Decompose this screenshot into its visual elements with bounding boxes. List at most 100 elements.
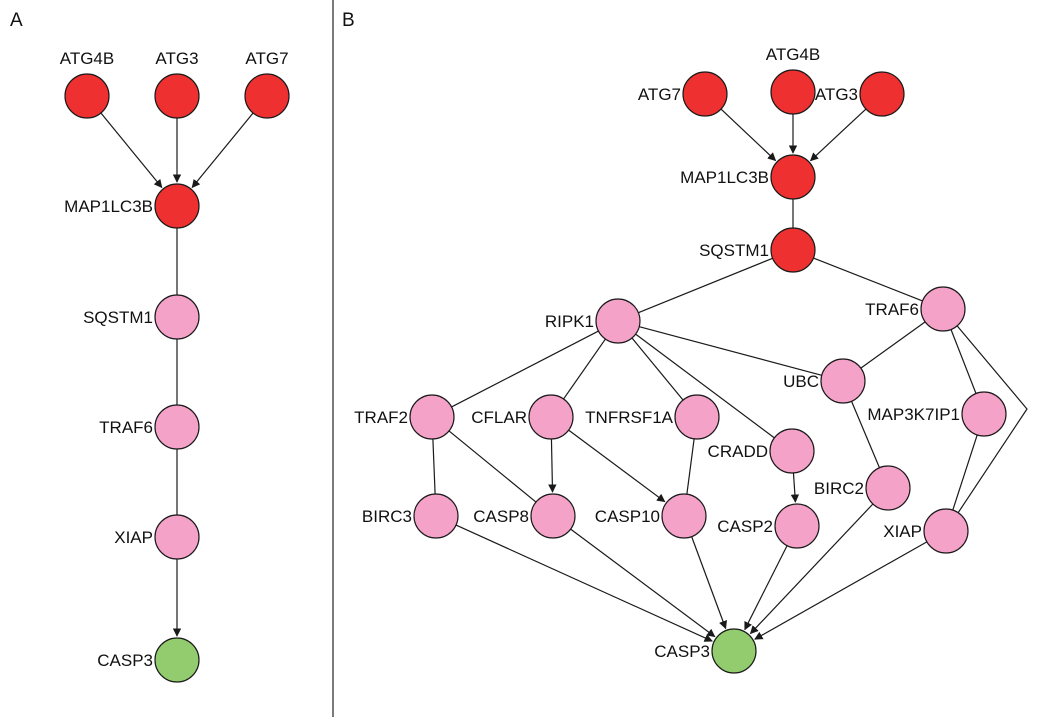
edge-traf2-to-casp8 xyxy=(448,430,537,503)
node-ripk1[interactable]: RIPK1 xyxy=(545,298,641,344)
node-circle[interactable] xyxy=(770,69,816,115)
node-cradd[interactable]: CRADD xyxy=(708,428,815,474)
panel-a-nodes: ATG4B ATG3 ATG7 MAP1LC3B SQSTM1 TRAF6 XIAP CASP… xyxy=(60,49,290,683)
node-circle[interactable] xyxy=(923,508,969,554)
panel-b: B ATG7 ATG4B ATG3 MAP1LC3B SQSTM1 RIPK1 TRAF6 U… xyxy=(342,10,1028,674)
node-birc2[interactable]: BIRC2 xyxy=(814,465,911,511)
edge-ripk1-to-ubc xyxy=(639,326,822,376)
node-circle[interactable] xyxy=(244,73,290,119)
node-circle[interactable] xyxy=(661,493,707,539)
edge-atg7-to-map1lc3b xyxy=(720,108,777,162)
node-circle[interactable] xyxy=(530,493,576,539)
node-casp3[interactable]: CASP3 xyxy=(97,637,200,683)
node-traf6[interactable]: TRAF6 xyxy=(865,286,966,332)
node-label: TNFRSF1A xyxy=(585,408,674,427)
edge-cflar-to-casp8 xyxy=(548,438,557,493)
edge-ripk1-to-tnfrsf1a xyxy=(631,337,684,401)
node-label: CFLAR xyxy=(471,408,527,427)
node-circle[interactable] xyxy=(595,298,641,344)
node-label: MAP1LC3B xyxy=(680,168,769,187)
node-atg3[interactable]: ATG3 xyxy=(815,71,905,117)
node-traf6[interactable]: TRAF6 xyxy=(99,404,200,450)
panel-a-label: A xyxy=(10,10,23,31)
node-circle[interactable] xyxy=(154,514,200,560)
node-atg4b[interactable]: ATG4B xyxy=(766,45,820,115)
node-casp8[interactable]: CASP8 xyxy=(473,493,576,539)
node-circle[interactable] xyxy=(674,394,720,440)
node-circle[interactable] xyxy=(154,294,200,340)
node-casp10[interactable]: CASP10 xyxy=(595,493,707,539)
node-circle[interactable] xyxy=(859,71,905,117)
node-atg3[interactable]: ATG3 xyxy=(154,49,200,119)
edge-ripk1-to-traf2 xyxy=(451,330,599,408)
node-label: ATG3 xyxy=(815,85,858,104)
node-label: XIAP xyxy=(883,522,922,541)
panel-b-label: B xyxy=(342,10,355,31)
node-circle[interactable] xyxy=(769,428,815,474)
node-atg4b[interactable]: ATG4B xyxy=(60,49,114,119)
node-map3k7ip1[interactable]: MAP3K7IP1 xyxy=(867,391,1007,437)
node-label: CRADD xyxy=(708,442,768,461)
edge-casp10-to-casp3 xyxy=(691,536,727,630)
node-circle[interactable] xyxy=(820,358,866,404)
node-map1lc3b[interactable]: MAP1LC3B xyxy=(64,183,200,229)
node-circle[interactable] xyxy=(682,71,728,117)
node-circle[interactable] xyxy=(413,493,459,539)
edge-ripk1-to-cflar xyxy=(563,338,606,400)
node-circle[interactable] xyxy=(961,391,1007,437)
node-circle[interactable] xyxy=(154,404,200,450)
edge-atg4b-to-map1lc3b xyxy=(100,112,163,189)
node-casp3[interactable]: CASP3 xyxy=(654,628,757,674)
node-circle[interactable] xyxy=(154,183,200,229)
node-map1lc3b[interactable]: MAP1LC3B xyxy=(680,154,816,200)
node-circle[interactable] xyxy=(528,394,574,440)
node-circle[interactable] xyxy=(774,503,820,549)
node-label: CASP3 xyxy=(97,651,153,670)
node-circle[interactable] xyxy=(865,465,911,511)
edge-traf6-to-ubc xyxy=(860,321,926,369)
node-label: MAP1LC3B xyxy=(64,197,153,216)
edge-tnfrsf1a-to-casp10 xyxy=(686,438,695,495)
node-circle[interactable] xyxy=(920,286,966,332)
node-circle[interactable] xyxy=(770,227,816,273)
node-xiap[interactable]: XIAP xyxy=(114,514,200,560)
edge-traf2-to-birc3 xyxy=(432,438,436,495)
node-traf2[interactable]: TRAF2 xyxy=(354,394,455,440)
edge-atg7-to-map1lc3b xyxy=(191,112,254,189)
node-xiap[interactable]: XIAP xyxy=(883,508,969,554)
node-label: XIAP xyxy=(114,528,153,547)
node-label: UBC xyxy=(783,372,819,391)
node-sqstm1[interactable]: SQSTM1 xyxy=(699,227,816,273)
node-label: ATG7 xyxy=(638,85,681,104)
node-circle[interactable] xyxy=(154,73,200,119)
node-ubc[interactable]: UBC xyxy=(783,358,866,404)
node-label: TRAF2 xyxy=(354,408,408,427)
node-casp2[interactable]: CASP2 xyxy=(717,503,820,549)
node-circle[interactable] xyxy=(154,637,200,683)
edge-birc2-to-casp3 xyxy=(749,503,874,635)
node-circle[interactable] xyxy=(711,628,757,674)
node-circle[interactable] xyxy=(64,73,110,119)
node-circle[interactable] xyxy=(770,154,816,200)
node-sqstm1[interactable]: SQSTM1 xyxy=(83,294,200,340)
node-label: CASP8 xyxy=(473,507,529,526)
edge-cflar-to-casp10 xyxy=(568,429,666,503)
node-label: ATG7 xyxy=(245,49,288,68)
node-atg7[interactable]: ATG7 xyxy=(244,49,290,119)
node-label: ATG4B xyxy=(60,49,114,68)
node-atg7[interactable]: ATG7 xyxy=(638,71,728,117)
node-cflar[interactable]: CFLAR xyxy=(471,394,574,440)
edge-map3k7ip1-to-xiap xyxy=(952,434,978,511)
node-birc3[interactable]: BIRC3 xyxy=(362,493,459,539)
edge-ripk1-to-cradd xyxy=(635,333,775,439)
node-label: TRAF6 xyxy=(99,418,153,437)
node-label: RIPK1 xyxy=(545,312,594,331)
node-circle[interactable] xyxy=(409,394,455,440)
edge-atg3-to-map1lc3b xyxy=(809,108,867,162)
node-label: SQSTM1 xyxy=(83,308,153,327)
panel-a: A ATG4B ATG3 ATG7 MAP1LC3B SQSTM1 TRAF6 XIAP CA… xyxy=(10,10,290,683)
node-tnfrsf1a[interactable]: TNFRSF1A xyxy=(585,394,720,440)
edge-birc3-to-casp3 xyxy=(455,524,713,642)
edge-xiap-to-casp3 xyxy=(754,541,928,640)
